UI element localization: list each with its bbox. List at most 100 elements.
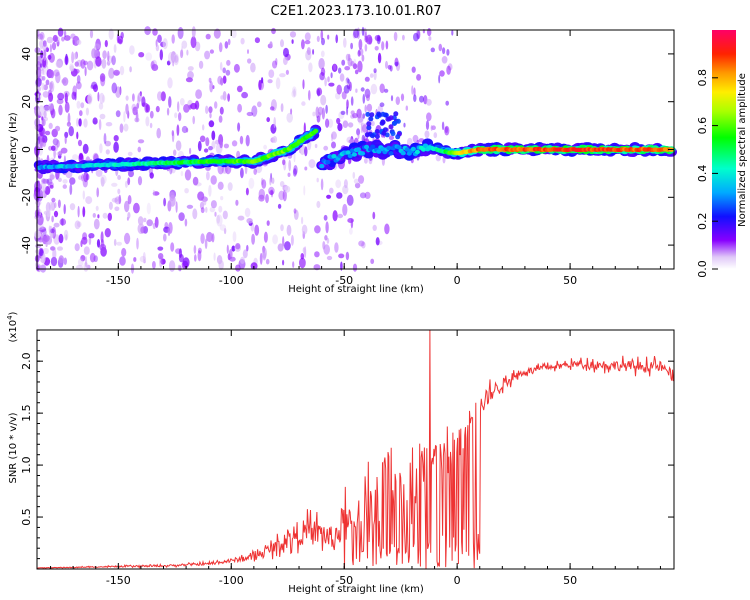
speckle-mark: [377, 105, 383, 113]
speckle-mark: [183, 104, 190, 113]
speckle-mark: [275, 77, 281, 90]
speckle-mark: [99, 143, 103, 154]
y-tick-label: 0: [20, 146, 33, 153]
speckle-mark: [95, 38, 101, 51]
ridge-mark: [422, 143, 429, 148]
speckle-mark: [170, 242, 175, 252]
speckle-mark: [177, 101, 180, 112]
ridge-mark: [351, 152, 357, 157]
speckle-mark: [88, 236, 92, 246]
ridge-mark: [386, 145, 392, 151]
speckle-mark: [430, 47, 435, 53]
speckle-mark: [286, 112, 294, 123]
speckle-mark: [202, 124, 205, 131]
speckle-mark: [46, 178, 53, 185]
speckle-mark: [280, 224, 284, 232]
speckle-mark: [411, 85, 414, 95]
speckle-mark: [380, 111, 386, 117]
speckle-mark: [113, 44, 117, 53]
speckle-mark: [42, 91, 50, 98]
speckle-mark: [49, 43, 53, 53]
speckle-mark: [368, 36, 373, 45]
speckle-mark: [339, 73, 345, 82]
speckle-mark: [300, 253, 305, 260]
speckle-mark: [42, 186, 45, 198]
speckle-mark: [331, 141, 336, 149]
speckle-mark: [327, 118, 334, 128]
speckle-mark: [343, 85, 350, 94]
speckle-mark: [173, 53, 179, 66]
speckle-mark: [84, 256, 88, 268]
speckle-mark: [325, 118, 330, 128]
speckle-mark: [377, 52, 382, 64]
ridge-mark: [347, 153, 353, 159]
speckle-mark: [107, 212, 113, 222]
speckle-mark: [171, 34, 175, 44]
speckle-mark: [304, 166, 308, 171]
speckle-mark: [337, 213, 344, 219]
speckle-mark: [49, 82, 53, 90]
speckle-mark: [46, 209, 51, 218]
speckle-mark: [94, 43, 101, 50]
speckle-mark: [87, 93, 93, 105]
speckle-mark: [246, 218, 253, 224]
speckle-mark: [341, 59, 346, 66]
speckle-mark: [428, 36, 432, 41]
speckle-mark: [220, 196, 224, 201]
ridge-mark: [370, 144, 376, 149]
speckle-mark: [105, 149, 110, 155]
speckle-mark: [45, 47, 49, 53]
speckle-mark: [76, 100, 81, 109]
speckle-mark: [61, 36, 65, 42]
speckle-mark: [352, 171, 356, 179]
speckle-mark: [205, 206, 208, 213]
speckle-mark: [213, 252, 216, 261]
speckle-mark: [149, 110, 154, 119]
speckle-mark: [192, 176, 199, 186]
speckle-mark: [123, 111, 126, 123]
speckle-mark: [245, 134, 250, 147]
speckle-mark: [50, 228, 55, 234]
speckle-mark: [54, 202, 57, 209]
speckle-mark: [140, 226, 146, 234]
speckle-mark: [113, 135, 119, 142]
speckle-mark: [258, 188, 265, 200]
speckle-mark: [209, 49, 214, 54]
speckle-mark: [43, 110, 47, 119]
speckle-mark: [39, 139, 42, 150]
speckle-mark: [111, 182, 118, 187]
speckle-mark: [314, 251, 320, 258]
speckle-mark: [370, 258, 375, 264]
speckle-mark: [240, 256, 245, 264]
speckle-mark: [76, 131, 79, 140]
speckle-mark: [177, 27, 184, 39]
speckle-mark: [139, 91, 142, 97]
speckle-mark: [419, 95, 424, 103]
speckle-mark: [138, 52, 145, 58]
speckle-mark: [253, 168, 257, 175]
speckle-mark: [80, 240, 83, 248]
speckle-mark: [37, 33, 44, 40]
speckle-mark: [50, 231, 54, 238]
speckle-mark: [290, 234, 294, 246]
speckle-mark: [71, 91, 76, 100]
speckle-mark: [343, 37, 347, 48]
speckle-mark: [308, 159, 316, 169]
speckle-mark: [82, 143, 89, 154]
svg-text:(x104): (x104): [6, 311, 19, 342]
speckle-mark: [98, 102, 104, 110]
speckle-mark: [369, 133, 375, 139]
speckle-mark: [57, 199, 61, 209]
speckle-mark: [369, 112, 375, 118]
speckle-mark: [89, 29, 94, 39]
speckle-mark: [271, 189, 273, 198]
speckle-mark: [446, 65, 451, 75]
speckle-mark: [203, 200, 207, 206]
figure-title: C2E1.2023.173.10.01.R07: [270, 4, 441, 19]
speckle-mark: [425, 120, 430, 130]
speckle-mark: [247, 58, 252, 64]
speckle-mark: [53, 210, 59, 218]
speckle-mark: [269, 190, 274, 196]
speckle-mark: [117, 188, 121, 195]
x-tick-label: 50: [563, 574, 577, 587]
